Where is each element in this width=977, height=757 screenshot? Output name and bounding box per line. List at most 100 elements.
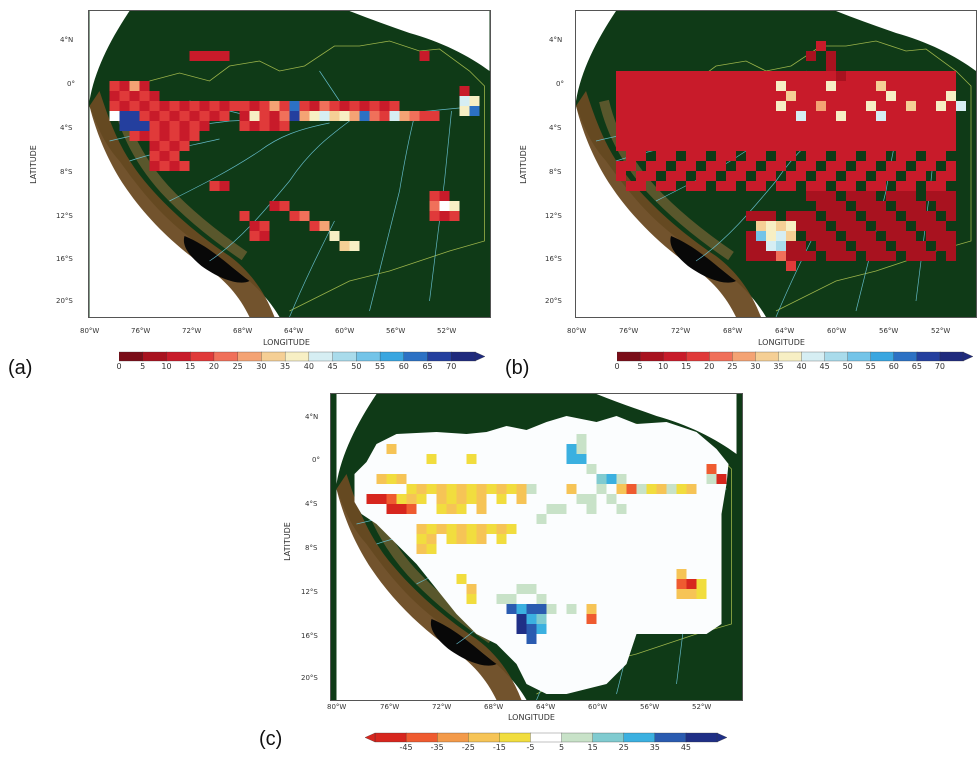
grid-cell [936, 71, 946, 81]
grid-cell [506, 524, 517, 534]
grid-cell [856, 241, 866, 251]
grid-cell [686, 91, 696, 101]
grid-cell [706, 101, 716, 111]
grid-cell [129, 101, 140, 111]
grid-cell [946, 251, 956, 261]
grid-cell [189, 101, 200, 111]
grid-cell [796, 221, 806, 231]
grid-cell [806, 141, 816, 151]
grid-cell [816, 171, 826, 181]
grid-cell [329, 231, 340, 241]
grid-cell [936, 141, 946, 151]
ytick-c-12s: 12°S [301, 588, 318, 596]
xtick-b-72w: 72°W [671, 327, 691, 335]
river-5 [429, 110, 452, 302]
grid-cell [916, 141, 926, 151]
grid-cell [446, 534, 457, 544]
grid-cell [626, 181, 636, 191]
grid-cell [916, 131, 926, 141]
grid-cell [866, 101, 876, 111]
grid-cell [546, 604, 557, 614]
grid-cell [916, 121, 926, 131]
xtick-b-68w: 68°W [723, 327, 743, 335]
grid-cell [676, 121, 686, 131]
grid-cell [716, 181, 726, 191]
grid-cell [816, 111, 826, 121]
grid-cell [926, 231, 936, 241]
grid-cell [416, 544, 427, 554]
grid-cell [666, 81, 676, 91]
colorbar-swatch [332, 351, 357, 362]
grid-cell [476, 524, 487, 534]
ocean-pacific [576, 106, 766, 317]
grid-cell [396, 504, 407, 514]
grid-cell [129, 131, 140, 141]
grid-cell [706, 121, 716, 131]
grid-cell [636, 101, 646, 111]
colorbar-swatch [261, 351, 286, 362]
grid-cell [189, 131, 200, 141]
colorbar-swatch [916, 351, 941, 362]
grid-cell [429, 111, 440, 121]
grid-cell [856, 81, 866, 91]
grid-cell [936, 201, 946, 211]
grid-cell [656, 151, 666, 161]
grid-cell [376, 474, 387, 484]
grid-cell [826, 161, 836, 171]
grid-cell [766, 121, 776, 131]
grid-cell [636, 181, 646, 191]
grid-cell [536, 594, 547, 604]
grid-cell [776, 161, 786, 171]
xtick-c-80w: 80°W [327, 703, 347, 711]
grid-cell [496, 484, 507, 494]
grid-cell [736, 81, 746, 91]
ytick-b-4n: 4°N [549, 36, 563, 44]
grid-cell [926, 111, 936, 121]
grid-cell [149, 131, 160, 141]
grid-cell [866, 111, 876, 121]
grid-cell [836, 201, 846, 211]
grid-cell [666, 181, 676, 191]
grid-cell [139, 131, 150, 141]
colorbar-swatch [778, 351, 803, 362]
grid-cell [466, 494, 477, 504]
grid-cell [406, 504, 417, 514]
grid-cell [149, 101, 160, 111]
grid-cell [219, 111, 230, 121]
grid-cell [299, 111, 310, 121]
grid-cell [189, 51, 200, 61]
xtick-a-72w: 72°W [182, 327, 202, 335]
ytick-c-20s: 20°S [301, 674, 318, 682]
grid-cell [566, 444, 577, 454]
grid-cell [436, 494, 447, 504]
grid-cell [299, 101, 310, 111]
grid-cell [846, 91, 856, 101]
grid-cell [716, 81, 726, 91]
grid-cell [836, 221, 846, 231]
grid-cell [756, 81, 766, 91]
ytick-a-0: 0° [67, 80, 75, 88]
grid-cell [886, 131, 896, 141]
grid-cell [876, 81, 886, 91]
grid-cell [456, 494, 467, 504]
grid-cell [646, 161, 656, 171]
grid-cell [786, 91, 796, 101]
grid-cell [696, 181, 706, 191]
grid-cell [836, 71, 846, 81]
colorbar-swatches [364, 732, 728, 743]
grid-cell [449, 201, 460, 211]
grid-cell [786, 111, 796, 121]
grid-cell [219, 101, 230, 111]
grid-cell [419, 51, 430, 61]
grid-cell [706, 141, 716, 151]
grid-cell [716, 131, 726, 141]
grid-cell [469, 96, 480, 106]
grid-cell [179, 111, 190, 121]
grid-cell [926, 121, 936, 131]
grid-cell [209, 111, 220, 121]
grid-cell [119, 111, 130, 121]
grid-cell [169, 151, 180, 161]
grid-cell [696, 131, 706, 141]
grid-cell [496, 524, 507, 534]
grid-cell [856, 141, 866, 151]
